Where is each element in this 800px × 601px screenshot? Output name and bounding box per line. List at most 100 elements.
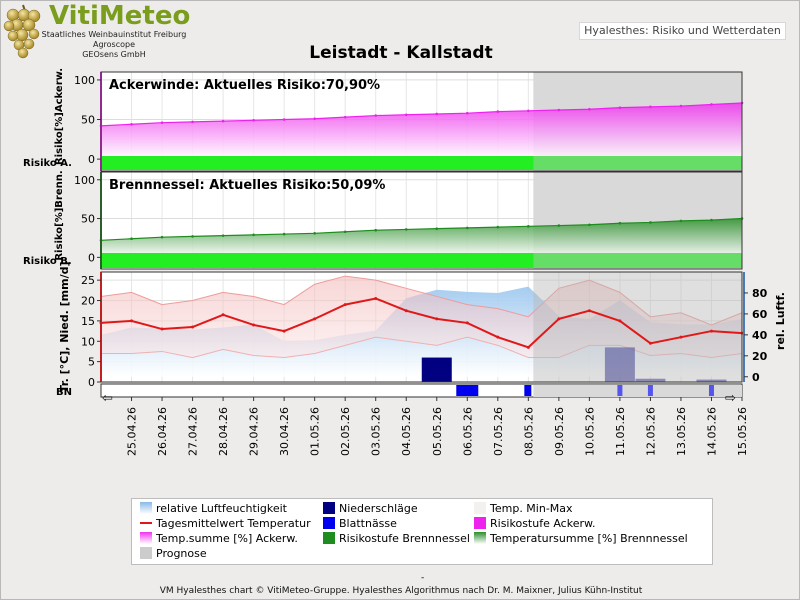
- temperature-line: [100, 297, 743, 349]
- leaf-wetness-mark: [456, 385, 479, 396]
- ackerwinde-ytick-label: 100: [74, 74, 95, 87]
- footer-dash: -: [421, 573, 425, 583]
- temperature-point: [313, 317, 317, 321]
- ackerwinde-temp-sum-point: [679, 104, 683, 108]
- bn-label: BN: [56, 387, 72, 398]
- weather-y2tick-label: 80: [752, 287, 768, 300]
- temperature-point: [374, 296, 378, 300]
- bn-prognose-area: [533, 385, 742, 397]
- brennnessel-temp-sum-point: [588, 223, 591, 227]
- weather-ytick-label: 25: [81, 274, 95, 287]
- brennnessel-temp-sum-point: [465, 226, 469, 230]
- legend-label: Temp. Min-Max: [490, 502, 573, 515]
- x-tick-label: 12.05.26: [644, 407, 657, 456]
- brennnessel-temp-sum-point: [435, 227, 439, 230]
- ackerwinde-risk-label: Risiko A.: [23, 158, 72, 169]
- weather-y2-label: rel. Luftf.: [774, 292, 787, 350]
- leaf-wetness-mark: [647, 385, 653, 396]
- brennnessel-temp-sum-point: [282, 232, 286, 236]
- ackerwinde-temp-sum-point: [465, 111, 469, 115]
- temperature-point: [557, 317, 561, 321]
- brennnessel-temp-sum-point: [252, 233, 255, 237]
- weather-y2tick-label: 60: [752, 308, 768, 321]
- legend-label: Tagesmittelwert Temperatur: [156, 517, 311, 530]
- x-tick-label: 10.05.26: [583, 407, 596, 456]
- leaf-wetness-mark: [708, 385, 714, 396]
- ackerwinde-temp-sum-point: [313, 117, 316, 121]
- legend-label: Blattnässe: [339, 517, 397, 530]
- x-tick-label: 26.04.26: [156, 407, 169, 456]
- ackerwinde-risk-bar-prognose: [533, 156, 742, 170]
- weather-y2tick-label: 20: [752, 350, 768, 363]
- ackerwinde-temp-sum-point: [496, 110, 500, 113]
- chart-title: Leistadt - Kallstadt: [309, 43, 493, 63]
- x-tick-label: 30.04.26: [278, 407, 291, 456]
- x-tick-label: 27.04.26: [187, 407, 200, 456]
- brennnessel-temp-sum-point: [710, 218, 713, 222]
- brennnessel-plot-border: [100, 171, 743, 270]
- app-title: Hyalesthes: Risiko und Wetterdaten: [579, 22, 786, 40]
- legend-item: Tagesmittelwert Temperatur: [140, 517, 311, 531]
- ackerwinde-temp-sum-area: [101, 102, 742, 160]
- temperature-point: [252, 323, 256, 327]
- brennnessel-risk-bar-prognose: [533, 253, 742, 268]
- brennnessel-temp-sum-point: [313, 232, 316, 235]
- x-tick-label: 15.05.26: [736, 407, 749, 456]
- logo-line-2: Agroscope: [92, 40, 136, 49]
- brennnessel-panel-title: Brennnessel: Aktuelles Risiko:50,09%: [109, 178, 385, 193]
- x-tick-label: 07.05.26: [492, 407, 505, 456]
- legend-swatch: [140, 532, 152, 544]
- ackerwinde-temp-sum-point: [588, 107, 591, 111]
- ackerwinde-temp-sum-point: [618, 106, 622, 109]
- ackerwinde-y-label: Risiko[%]Ackerw.: [54, 68, 65, 165]
- brennnessel-temp-sum-point: [618, 221, 622, 225]
- brennnessel-risk-label: Risiko B.: [23, 256, 72, 267]
- legend-item: Temperatursumme [%] Brennnessel: [474, 532, 688, 546]
- legend-item: Temp. Min-Max: [474, 502, 573, 516]
- temp-minmax-band: [101, 276, 742, 358]
- x-tick-label: 28.04.26: [217, 407, 230, 456]
- legend-item: relative Luftfeuchtigkeit: [140, 502, 287, 516]
- ackerwinde-panel-title: Ackerwinde: Aktuelles Risiko:70,90%: [109, 78, 380, 93]
- precip-bar: [604, 347, 635, 382]
- legend-label: Prognose: [156, 547, 207, 560]
- temperature-point: [160, 327, 164, 331]
- weather-ytick-label: 0: [88, 376, 95, 389]
- weather-y-label: Tr. [°C], Nied. [mm/d]: [58, 262, 71, 393]
- brennnessel-temp-sum-point: [649, 221, 652, 224]
- x-tick-label: 06.05.26: [461, 407, 474, 456]
- logo-line-1: Staatliches Weinbauinstitut Freiburg: [41, 30, 187, 39]
- legend-swatch: [323, 502, 335, 514]
- logo-line-3: GEOsens GmbH: [82, 50, 146, 59]
- legend-item: Blattnässe: [323, 517, 397, 531]
- ackerwinde-temp-sum-point: [191, 120, 194, 124]
- brennnessel-temp-sum-point: [679, 219, 683, 223]
- temperature-point: [526, 345, 530, 349]
- legend-swatch: [474, 517, 486, 529]
- brennnessel-temp-sum-area: [101, 218, 742, 258]
- x-tick-label: 08.05.26: [522, 407, 535, 456]
- legend-item: Niederschläge: [323, 502, 418, 516]
- brennnessel-temp-sum-point: [160, 235, 164, 239]
- weather-ytick-label: 10: [81, 335, 95, 348]
- legend-swatch: [140, 522, 152, 524]
- ackerwinde-temp-sum-point: [527, 109, 530, 113]
- legend-label: Risikostufe Ackerw.: [490, 517, 596, 530]
- brennnessel-temp-sum-point: [404, 228, 408, 231]
- ackerwinde-temp-sum-point: [221, 119, 225, 123]
- legend-item: Risikostufe Ackerw.: [474, 517, 595, 531]
- x-tick-label: 03.05.26: [370, 407, 383, 456]
- brennnessel-y-label: Risiko[%]Brenn.: [54, 170, 65, 260]
- ackerwinde-temp-sum-point: [710, 103, 713, 106]
- temperature-point: [679, 335, 683, 339]
- x-tick-label: 05.05.26: [431, 407, 444, 456]
- legend-label: Temp.summe [%] Ackerw.: [156, 532, 298, 545]
- ackerwinde-temp-sum-point: [404, 113, 408, 117]
- temperature-point: [465, 321, 469, 325]
- x-tick-label: 29.04.26: [248, 407, 261, 456]
- legend: relative Luftfeuchtigkeit Niederschläge Te…: [131, 498, 713, 565]
- brennnessel-temp-sum-point: [343, 230, 347, 234]
- legend-label: relative Luftfeuchtigkeit: [156, 502, 287, 515]
